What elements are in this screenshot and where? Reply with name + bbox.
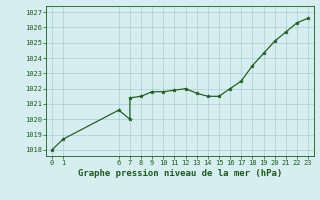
X-axis label: Graphe pression niveau de la mer (hPa): Graphe pression niveau de la mer (hPa) — [78, 169, 282, 178]
